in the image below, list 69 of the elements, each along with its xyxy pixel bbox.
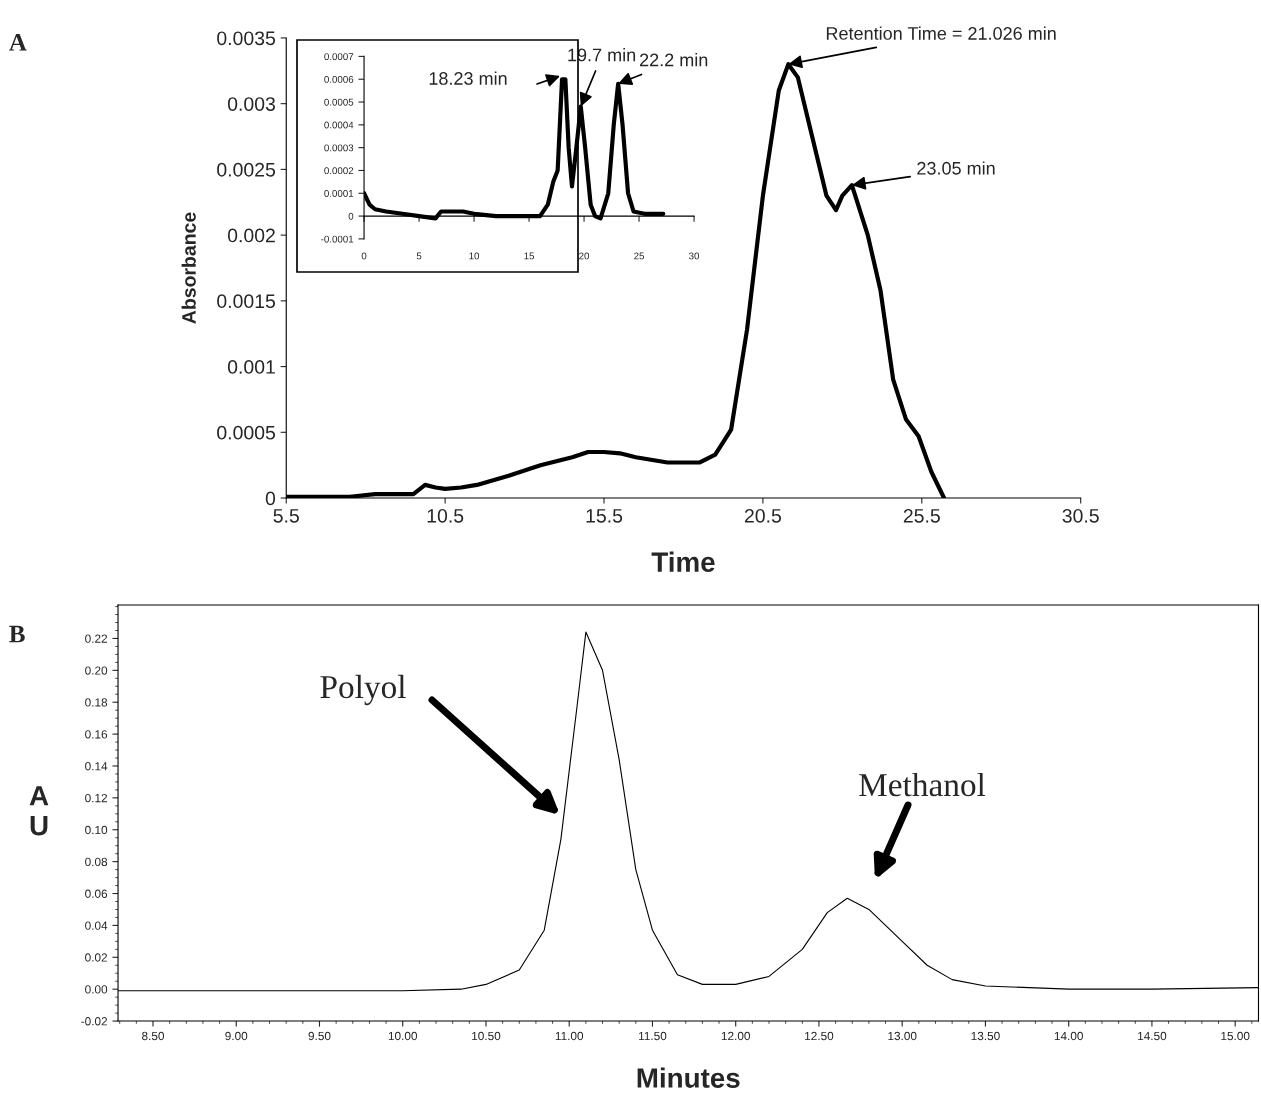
- x-tick-label: 9.00: [225, 1031, 248, 1041]
- y-tick-label: 0: [348, 212, 354, 220]
- text: B: [9, 625, 25, 643]
- y-tick-label: 0.10: [85, 825, 108, 835]
- x-tick-label: 5: [416, 252, 422, 260]
- x-tick-label: 20.5: [744, 508, 782, 523]
- x-tick-label: 10: [469, 252, 480, 260]
- y-tick-label: 0.0006: [324, 75, 354, 83]
- x-tick-label: 25: [634, 252, 645, 260]
- y-tick-label: 0.0003: [324, 144, 354, 152]
- y-tick-label: 0.0015: [217, 294, 276, 309]
- y-tick-label: 0.003: [227, 97, 275, 111]
- annotation: 18.23 min: [429, 71, 507, 85]
- y-tick-label: 0.0002: [324, 167, 354, 175]
- y-axis-title: A U: [29, 786, 49, 836]
- y-tick-label: 0.18: [85, 698, 108, 707]
- x-tick-label: 0: [361, 252, 367, 260]
- x-tick-label: 12.00: [721, 1031, 751, 1041]
- y-tick-label: 0: [265, 491, 276, 506]
- y-tick-label: 0.00: [85, 985, 108, 994]
- x-tick-label: 10.00: [388, 1031, 418, 1041]
- x-tick-label: 9.50: [308, 1031, 331, 1041]
- x-tick-label: 11.00: [555, 1031, 584, 1041]
- x-tick-label: 5.5: [273, 509, 299, 523]
- y-tick-label: 0.001: [227, 360, 275, 374]
- y-tick-label: 0.16: [85, 730, 108, 739]
- y-tick-label: 0.0005: [324, 98, 354, 106]
- x-tick-label: 11.50: [639, 1031, 667, 1041]
- x-tick-label: 12.50: [805, 1031, 834, 1041]
- y-axis-title: Absorbance: [181, 212, 196, 324]
- y-tick-label: 0.08: [85, 857, 108, 867]
- x-tick-label: 15.00: [1221, 1031, 1250, 1041]
- annotation: 22.2 min: [639, 53, 708, 67]
- annotation: 23.05 min: [917, 161, 995, 175]
- x-tick-label: 10.50: [472, 1031, 501, 1041]
- annotation: Polyol: [320, 674, 406, 706]
- y-tick-label: 0.0025: [217, 162, 276, 177]
- x-tick-label: 14.50: [1138, 1031, 1167, 1041]
- y-tick-label: 0.20: [85, 666, 108, 675]
- y-tick-label: 0.0001: [324, 190, 354, 197]
- x-tick-label: 10.5: [427, 508, 464, 523]
- x-axis-title: Minutes: [637, 1067, 740, 1088]
- y-tick-label: -0.0001: [321, 235, 354, 243]
- x-tick-label: 20: [579, 252, 590, 260]
- y-tick-label: 0.02: [85, 953, 108, 962]
- annotation: Retention Time = 21.026 min: [826, 26, 1056, 40]
- x-tick-label: 15: [524, 252, 535, 260]
- y-tick-label: 0.0005: [217, 425, 276, 440]
- y-tick-label: 0.002: [227, 228, 275, 243]
- x-tick-label: 30.5: [1062, 508, 1099, 523]
- x-tick-label: 14.00: [1054, 1031, 1083, 1041]
- x-tick-label: 30: [689, 252, 700, 260]
- x-tick-label: 13.00: [888, 1031, 917, 1041]
- y-tick-label: 0.12: [85, 793, 108, 803]
- y-tick-label: 0.22: [85, 634, 108, 643]
- y-tick-label: 0.0004: [324, 121, 354, 129]
- y-tick-label: 0.0035: [217, 31, 276, 46]
- x-tick-label: 15.5: [586, 509, 623, 523]
- y-tick-label: 0.06: [85, 889, 108, 898]
- x-tick-label: 25.5: [903, 508, 940, 523]
- text: A: [9, 34, 27, 51]
- x-axis-title: Time: [651, 551, 715, 572]
- annotation: Methanol: [859, 772, 986, 797]
- y-tick-label: 0.14: [85, 762, 108, 771]
- x-tick-label: 8.50: [142, 1031, 165, 1041]
- y-tick-label: 0.04: [85, 921, 108, 930]
- x-tick-label: 13.50: [971, 1031, 1000, 1041]
- y-tick-label: -0.02: [81, 1017, 108, 1026]
- y-tick-label: 0.0007: [324, 53, 354, 61]
